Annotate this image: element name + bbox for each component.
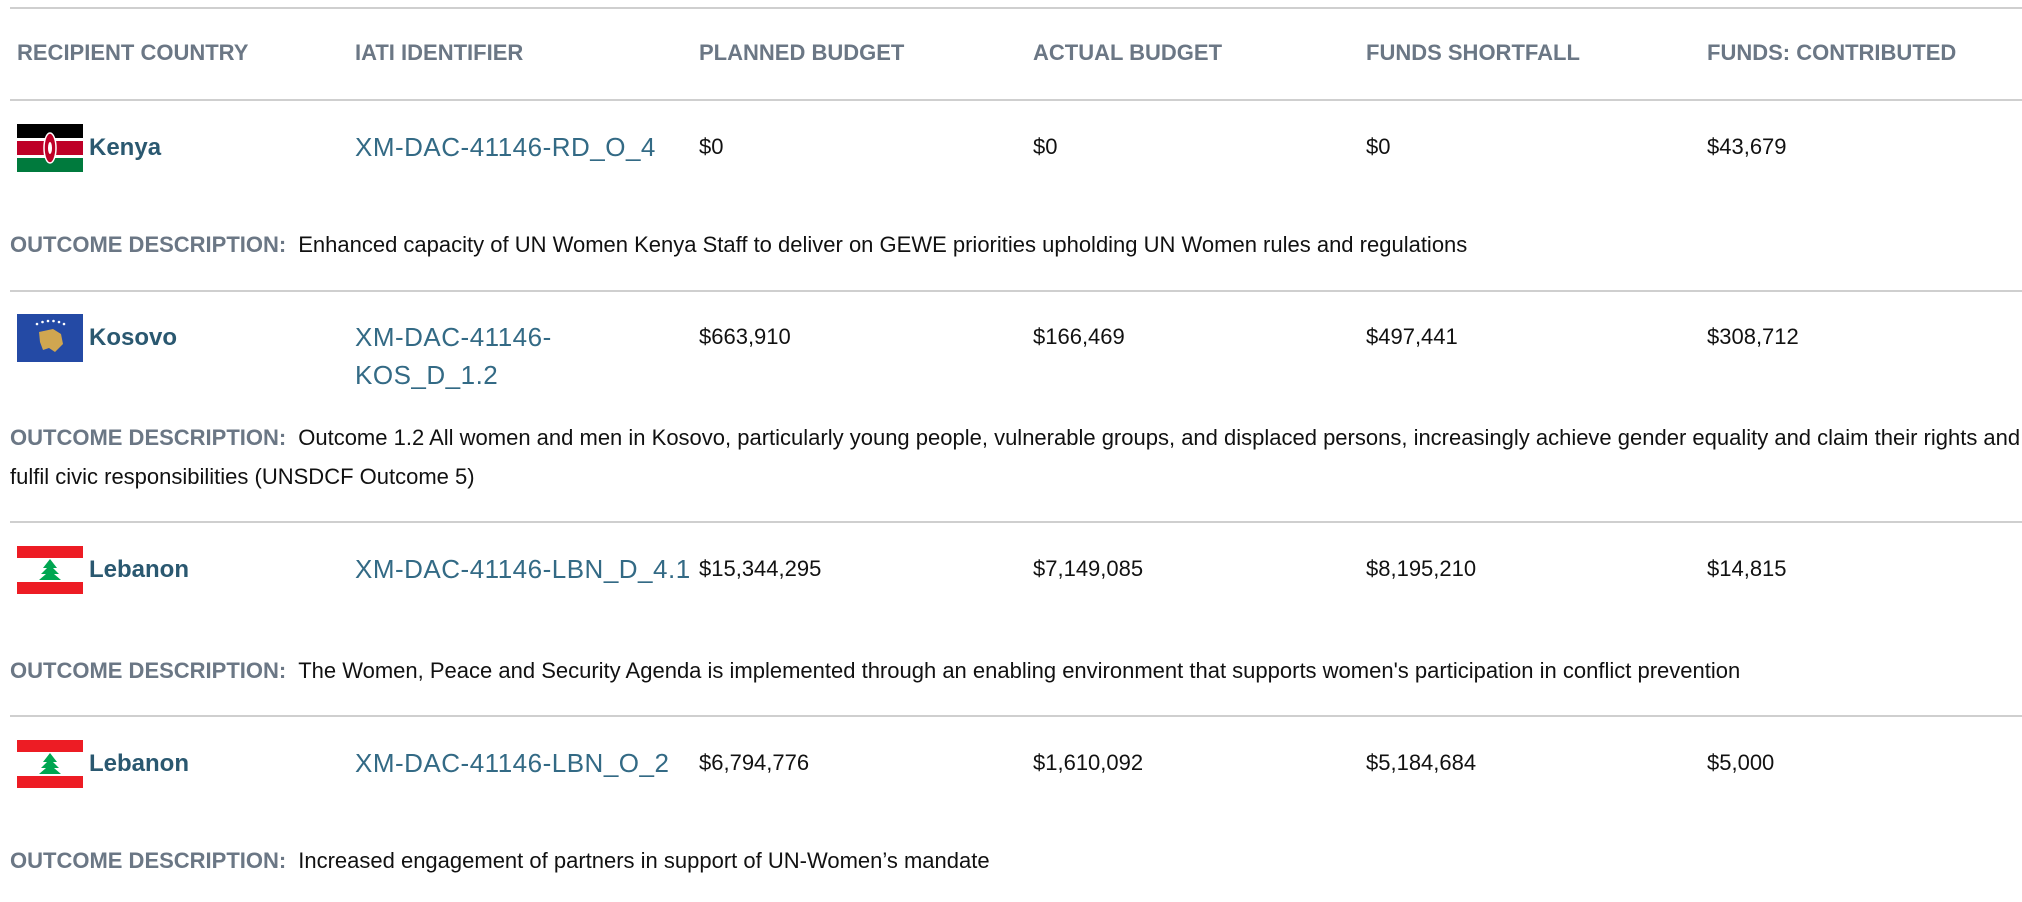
identifier-link[interactable]: XM-DAC-41146-LBN_O_2 (355, 748, 670, 778)
table-row: Kenya XM-DAC-41146-RD_O_4 $0 $0 $0 $43,6… (0, 124, 2022, 268)
planned-budget: $6,794,776 (699, 750, 810, 775)
outcome-label: OUTCOME DESCRIPTION: (10, 425, 287, 450)
funds-contributed: $43,679 (1707, 134, 1787, 159)
table-row: Lebanon XM-DAC-41146-LBN_D_4.1 $15,344,2… (0, 546, 2022, 690)
planned-budget: $663,910 (699, 324, 791, 349)
flag-kenya (17, 124, 83, 172)
flag-kosovo (17, 314, 83, 362)
actual-budget: $0 (1033, 134, 1058, 159)
funds-contributed: $308,712 (1707, 324, 1799, 349)
column-header: FUNDS SHORTFALL (1366, 40, 1580, 65)
divider (10, 521, 2022, 523)
country-link[interactable]: Lebanon (89, 750, 189, 777)
outcome: OUTCOME DESCRIPTION: Enhanced capacity of… (10, 225, 2022, 264)
divider (10, 290, 2022, 292)
divider (10, 715, 2022, 717)
identifier-link[interactable]: XM-DAC-41146-LBN_D_4.1 (355, 554, 691, 584)
outcome-text: Enhanced capacity of UN Women Kenya Staf… (298, 232, 1468, 257)
funds-contributed: $5,000 (1707, 750, 1775, 775)
funds-shortfall: $497,441 (1366, 324, 1458, 349)
column-header: ACTUAL BUDGET (1033, 40, 1223, 65)
outcome-text: The Women, Peace and Security Agenda is … (298, 658, 1741, 683)
identifier-link[interactable]: XM-DAC-41146-KOS_D_1.2 (355, 322, 552, 390)
country-link[interactable]: Lebanon (89, 556, 189, 583)
table-row: Lebanon XM-DAC-41146-LBN_O_2 $6,794,776 … (0, 740, 2022, 884)
actual-budget: $166,469 (1033, 324, 1125, 349)
outcome-label: OUTCOME DESCRIPTION: (10, 848, 287, 873)
country-link[interactable]: Kenya (89, 134, 162, 161)
funds-shortfall: $5,184,684 (1366, 750, 1477, 775)
flag-lebanon (17, 740, 83, 788)
column-header: FUNDS: CONTRIBUTED (1707, 40, 1957, 65)
outcome: OUTCOME DESCRIPTION: The Women, Peace and… (10, 651, 2022, 690)
column-header: IATI IDENTIFIER (355, 40, 524, 65)
outcome-label: OUTCOME DESCRIPTION: (10, 232, 287, 257)
funds-contributed: $14,815 (1707, 556, 1787, 581)
outcome: OUTCOME DESCRIPTION: Outcome 1.2 All wome… (10, 418, 2022, 496)
flag-lebanon (17, 546, 83, 594)
planned-budget: $0 (699, 134, 724, 159)
column-header: RECIPIENT COUNTRY (17, 40, 249, 65)
divider (10, 99, 2022, 101)
outcome: OUTCOME DESCRIPTION: Increased engagement… (10, 841, 2022, 880)
country-link[interactable]: Kosovo (89, 324, 178, 351)
planned-budget: $15,344,295 (699, 556, 822, 581)
column-header: PLANNED BUDGET (699, 40, 905, 65)
table-row: Kosovo XM-DAC-41146-KOS_D_1.2 $663,910 $… (0, 314, 2022, 458)
funds-shortfall: $0 (1366, 134, 1391, 159)
outcome-text: Outcome 1.2 All women and men in Kosovo,… (10, 425, 2021, 489)
identifier-link[interactable]: XM-DAC-41146-RD_O_4 (355, 132, 656, 162)
actual-budget: $7,149,085 (1033, 556, 1144, 581)
outcome-label: OUTCOME DESCRIPTION: (10, 658, 287, 683)
funds-shortfall: $8,195,210 (1366, 556, 1477, 581)
actual-budget: $1,610,092 (1033, 750, 1144, 775)
divider (10, 7, 2022, 9)
outcome-text: Increased engagement of partners in supp… (298, 848, 990, 873)
